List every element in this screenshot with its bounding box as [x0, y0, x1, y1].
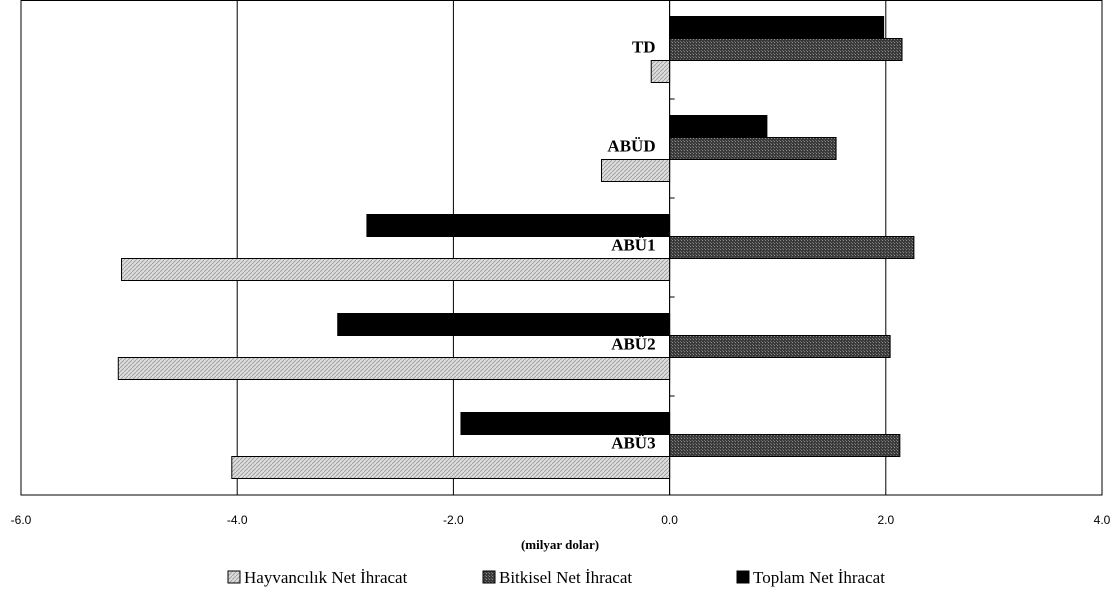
- category-label: ABÜ1: [611, 236, 655, 255]
- category-label: ABÜ2: [611, 335, 655, 354]
- legend-item: Bitkisel Net İhracat: [482, 568, 632, 587]
- bar-ABÜD-1: [669, 137, 837, 160]
- bar-ABÜ2-1: [669, 335, 891, 358]
- legend-item: Toplam Net İhracat: [736, 568, 885, 587]
- bar-ABÜD-2: [600, 159, 671, 182]
- bar-ABÜ3-2: [231, 456, 671, 479]
- category-label: ABÜ3: [611, 434, 655, 453]
- legend: Hayvancılık Net İhracat Bitkisel Net İhra…: [227, 568, 885, 587]
- legend-item: Hayvancılık Net İhracat: [227, 568, 408, 587]
- plot-area: TD ABÜD ABÜ1 ABÜ2 ABÜ3 -6.0 -4.0 -2.0 0.0 2.0 4.0: [11, 0, 1111, 527]
- bar-ABÜD-0: [669, 115, 768, 138]
- category-label: ABÜD: [607, 137, 655, 156]
- x-axis-title: (milyar dolar): [521, 537, 599, 552]
- legend-label: Bitkisel Net İhracat: [499, 568, 632, 587]
- x-tick-label: 4.0: [1094, 513, 1111, 527]
- legend-swatch: [227, 570, 241, 584]
- bar-ABÜ3-1: [669, 434, 901, 457]
- legend-label: Toplam Net İhracat: [753, 568, 885, 587]
- bar-ABÜ1-0: [366, 214, 671, 237]
- bar-TD-2: [650, 60, 671, 83]
- bar-ABÜ2-0: [337, 313, 671, 336]
- category-label: TD: [632, 38, 656, 57]
- bar-ABÜ3-0: [460, 412, 671, 435]
- x-tick-label: 0.0: [661, 513, 678, 527]
- bar-TD-1: [669, 38, 903, 61]
- bar-ABÜ2-2: [117, 357, 671, 380]
- legend-swatch: [482, 570, 496, 584]
- bar-ABÜ1-1: [669, 236, 915, 259]
- bar-ABÜ1-2: [121, 258, 671, 281]
- x-tick-label: -6.0: [11, 513, 32, 527]
- x-tick-label: 2.0: [877, 513, 894, 527]
- x-tick-label: -4.0: [227, 513, 248, 527]
- legend-swatch: [736, 570, 750, 584]
- bar-TD-0: [669, 16, 885, 39]
- legend-label: Hayvancılık Net İhracat: [244, 568, 408, 587]
- x-tick-label: -2.0: [443, 513, 464, 527]
